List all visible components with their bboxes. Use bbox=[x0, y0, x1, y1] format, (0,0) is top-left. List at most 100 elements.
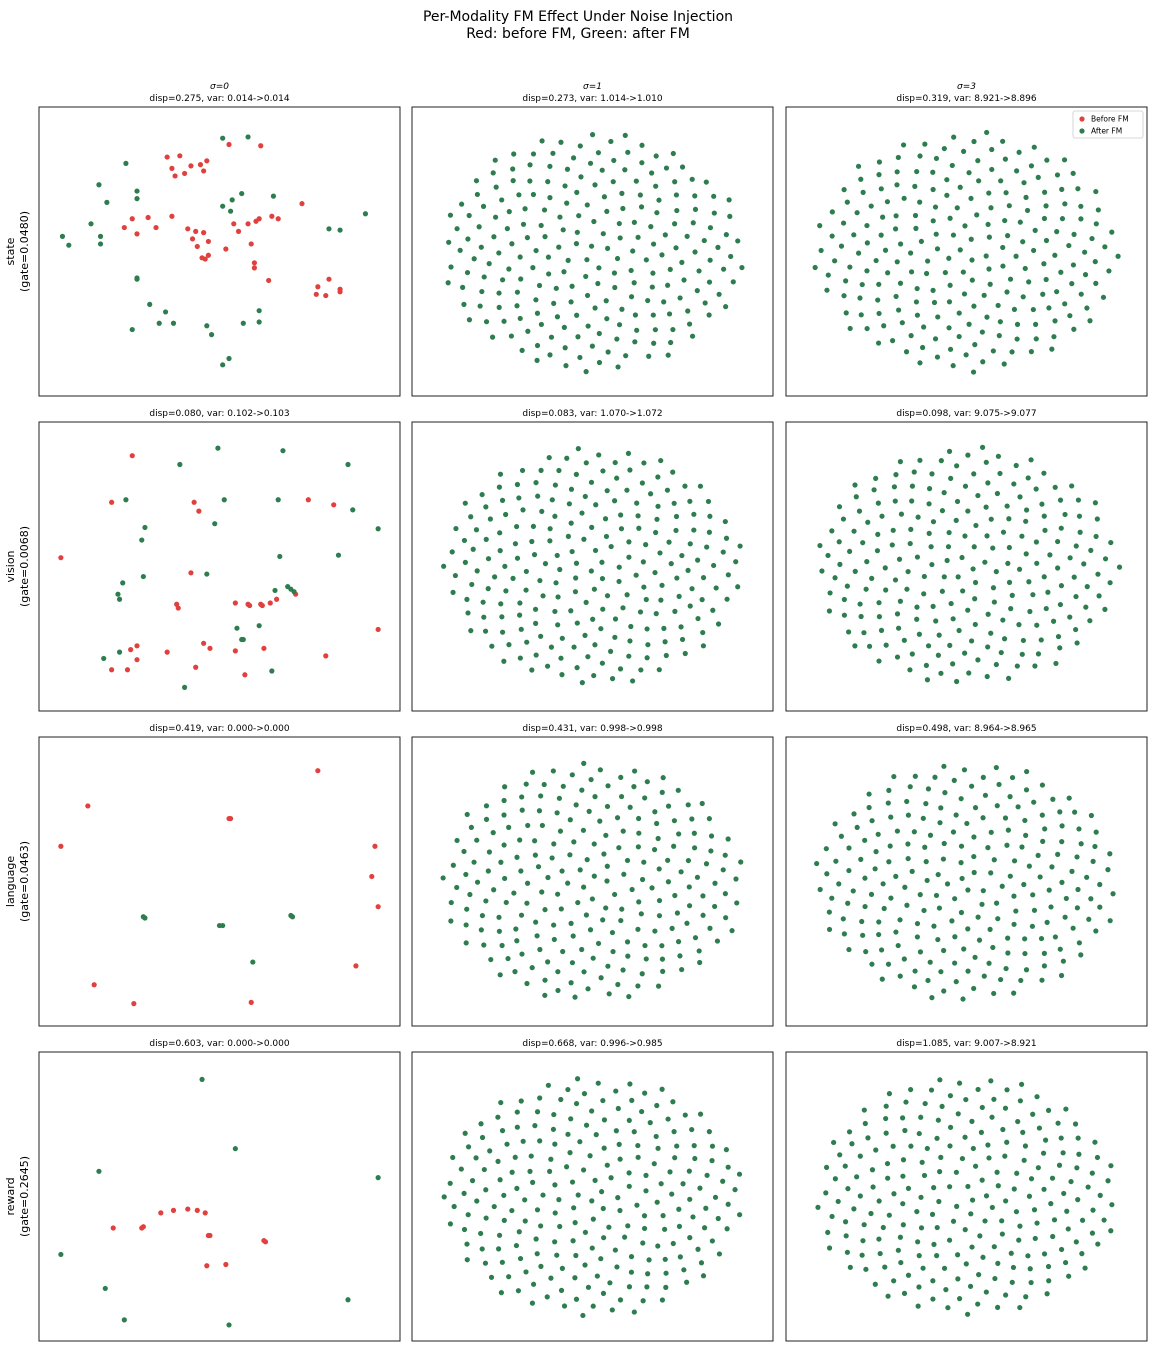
after-fm-point bbox=[104, 199, 110, 205]
before-fm-point bbox=[266, 277, 272, 284]
after-fm-point bbox=[692, 193, 698, 199]
after-fm-point bbox=[858, 613, 864, 620]
after-fm-point bbox=[819, 568, 825, 574]
after-fm-point bbox=[739, 264, 745, 271]
after-fm-point bbox=[245, 134, 251, 140]
after-fm-point bbox=[464, 596, 470, 602]
after-fm-point bbox=[981, 292, 987, 298]
after-fm-point bbox=[1052, 934, 1058, 940]
after-fm-point bbox=[909, 651, 915, 657]
after-fm-point bbox=[896, 307, 902, 313]
after-fm-point bbox=[652, 928, 658, 934]
after-fm-point bbox=[1014, 336, 1020, 342]
after-fm-point bbox=[706, 312, 712, 318]
after-fm-point bbox=[587, 1153, 593, 1159]
after-fm-point bbox=[926, 486, 933, 492]
after-fm-point bbox=[572, 1220, 578, 1226]
before-fm-point bbox=[204, 158, 210, 164]
after-fm-point bbox=[345, 1297, 351, 1303]
after-fm-point bbox=[950, 829, 957, 835]
after-fm-point bbox=[571, 644, 577, 650]
after-fm-point bbox=[992, 1275, 998, 1282]
after-fm-point bbox=[1041, 1186, 1047, 1192]
after-fm-point bbox=[554, 1252, 560, 1258]
after-fm-point bbox=[510, 178, 516, 184]
after-fm-point bbox=[1044, 919, 1050, 925]
after-fm-point bbox=[941, 145, 947, 152]
after-fm-point bbox=[496, 304, 502, 310]
after-fm-point bbox=[932, 336, 939, 342]
after-fm-point bbox=[502, 784, 508, 790]
after-fm-point bbox=[983, 253, 989, 259]
after-fm-point bbox=[102, 1285, 108, 1292]
after-fm-point bbox=[914, 554, 921, 560]
after-fm-point bbox=[592, 794, 598, 800]
after-fm-point bbox=[1036, 1125, 1043, 1131]
after-fm-point bbox=[572, 994, 578, 1000]
after-fm-point bbox=[618, 917, 624, 924]
after-fm-point bbox=[676, 593, 682, 599]
after-fm-point bbox=[687, 603, 693, 609]
after-fm-point bbox=[591, 586, 597, 592]
after-fm-point bbox=[986, 190, 992, 196]
after-fm-point bbox=[1005, 675, 1012, 681]
after-fm-point bbox=[912, 183, 918, 189]
after-fm-point bbox=[520, 221, 527, 227]
before-fm-point bbox=[202, 256, 208, 262]
after-fm-point bbox=[583, 460, 589, 466]
after-fm-point bbox=[533, 652, 539, 658]
after-fm-point bbox=[931, 1185, 937, 1191]
after-fm-point bbox=[971, 834, 977, 840]
after-fm-point bbox=[936, 905, 943, 911]
after-fm-point bbox=[501, 658, 507, 664]
after-fm-point bbox=[639, 142, 645, 148]
after-fm-point bbox=[466, 317, 473, 323]
after-fm-point bbox=[604, 878, 610, 884]
after-fm-point bbox=[875, 297, 881, 303]
after-fm-point bbox=[908, 1143, 914, 1149]
after-fm-point bbox=[927, 959, 933, 965]
before-fm-point bbox=[205, 1232, 211, 1239]
after-fm-point bbox=[156, 320, 162, 326]
after-fm-point bbox=[520, 1138, 526, 1144]
after-fm-point bbox=[641, 584, 647, 590]
after-fm-point bbox=[893, 293, 899, 300]
after-fm-point bbox=[631, 219, 637, 225]
after-fm-point bbox=[1078, 841, 1084, 847]
after-fm-point bbox=[1075, 1135, 1081, 1141]
after-fm-point bbox=[220, 362, 226, 368]
after-fm-point bbox=[976, 178, 982, 184]
after-fm-point bbox=[1030, 306, 1036, 313]
after-fm-point bbox=[1007, 276, 1014, 282]
before-fm-point bbox=[201, 640, 207, 646]
after-fm-point bbox=[555, 969, 561, 975]
after-fm-point bbox=[624, 592, 630, 598]
after-fm-point bbox=[902, 884, 908, 890]
after-fm-point bbox=[619, 306, 625, 312]
after-fm-point bbox=[607, 1280, 613, 1286]
after-fm-point bbox=[469, 1178, 476, 1184]
panel-title: disp=0.498, var: 8.964->8.965 bbox=[896, 724, 1036, 734]
after-fm-point bbox=[972, 342, 978, 348]
after-fm-point bbox=[914, 168, 920, 175]
after-fm-point bbox=[657, 550, 663, 556]
after-fm-point bbox=[958, 796, 964, 802]
after-fm-point bbox=[667, 266, 673, 273]
after-fm-point bbox=[335, 552, 342, 558]
after-fm-point bbox=[1030, 1111, 1036, 1117]
after-fm-point bbox=[555, 594, 561, 600]
scatter-panel: disp=0.098, var: 9.075->9.077 bbox=[785, 409, 1148, 712]
after-fm-point bbox=[897, 241, 904, 247]
after-fm-point bbox=[669, 925, 675, 931]
after-fm-point bbox=[530, 265, 536, 271]
after-fm-point bbox=[1016, 622, 1022, 628]
after-fm-point bbox=[548, 1275, 554, 1281]
after-fm-point bbox=[1046, 305, 1052, 311]
after-fm-point bbox=[912, 212, 919, 219]
after-fm-point bbox=[1085, 1184, 1091, 1190]
after-fm-point bbox=[956, 627, 962, 634]
after-fm-point bbox=[555, 987, 561, 994]
after-fm-point bbox=[326, 226, 332, 232]
after-fm-point bbox=[239, 190, 245, 197]
after-fm-point bbox=[814, 860, 820, 867]
